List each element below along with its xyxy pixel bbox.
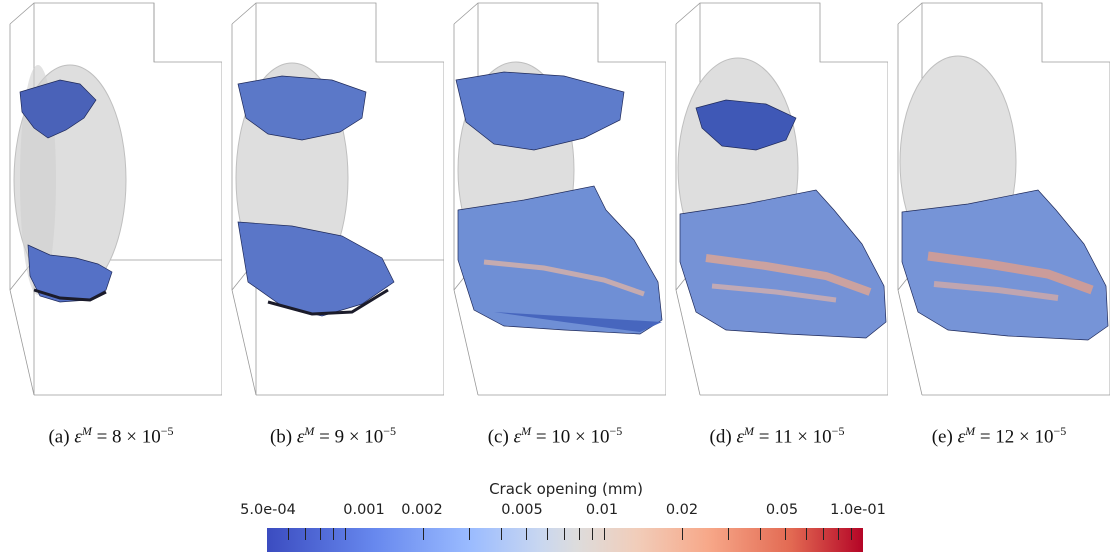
colorbar-tick xyxy=(822,528,824,540)
panel-a: (a) εM = 8 × 10−5 xyxy=(0,0,222,470)
colorbar-tick xyxy=(422,528,424,540)
colorbar-tick xyxy=(837,528,839,540)
colorbar-tick-label: 0.001 xyxy=(343,502,385,518)
colorbar-tick-label: 5.0e-04 xyxy=(240,502,296,518)
panel-d: (d) εM = 11 × 10−5 xyxy=(666,0,888,470)
colorbar-tick xyxy=(546,528,548,540)
panel-caption: (d) εM = 11 × 10−5 xyxy=(709,424,845,448)
colorbar-tick xyxy=(578,528,580,540)
colorbar-tick-label: 0.05 xyxy=(765,502,799,518)
panel-e-render xyxy=(897,2,1110,396)
colorbar-tick xyxy=(344,528,346,540)
panel-b: (b) εM = 9 × 10−5 xyxy=(222,0,444,470)
colorbar-tick xyxy=(759,528,761,540)
colorbar-tick xyxy=(727,528,729,540)
panel-caption: (b) εM = 9 × 10−5 xyxy=(269,424,397,448)
colorbar-tick xyxy=(500,528,502,540)
colorbar-tick xyxy=(526,528,527,540)
colorbar-tick xyxy=(304,528,306,540)
panel-e: (e) εM = 12 × 10−5 xyxy=(888,0,1110,470)
panel-b-render xyxy=(231,2,444,396)
colorbar-tick-label: 0.02 xyxy=(665,502,699,518)
panel-c-render xyxy=(453,2,666,396)
colorbar-tick xyxy=(785,528,787,540)
panel-a-render xyxy=(9,2,222,396)
colorbar-tick xyxy=(563,528,565,540)
colorbar-tick xyxy=(468,528,470,540)
colorbar-tick-label: 0.005 xyxy=(501,502,543,518)
colorbar-tick-label: 0.01 xyxy=(585,502,619,518)
colorbar-tick xyxy=(592,528,594,540)
colorbar-tick-label: 0.002 xyxy=(401,502,443,518)
colorbar-tick xyxy=(333,528,335,540)
colorbar-tick xyxy=(681,528,683,540)
colorbar-tick xyxy=(851,528,853,540)
colorbar-title: Crack opening (mm) xyxy=(489,480,643,498)
panel-caption: (e) εM = 12 × 10−5 xyxy=(931,424,1067,448)
colorbar xyxy=(267,528,863,552)
panel-c: (c) εM = 10 × 10−5 xyxy=(444,0,666,470)
colorbar-tick xyxy=(287,528,289,540)
colorbar-tick-label: 1.0e-01 xyxy=(830,502,886,518)
panel-d-render xyxy=(675,2,888,396)
colorbar-tick xyxy=(603,528,605,540)
colorbar-tick xyxy=(805,528,807,540)
panel-caption: (a) εM = 8 × 10−5 xyxy=(48,424,174,448)
colorbar-tick xyxy=(319,528,321,540)
panel-caption: (c) εM = 10 × 10−5 xyxy=(487,424,623,448)
